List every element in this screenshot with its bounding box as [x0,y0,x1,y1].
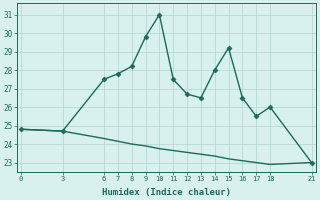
X-axis label: Humidex (Indice chaleur): Humidex (Indice chaleur) [102,188,231,197]
